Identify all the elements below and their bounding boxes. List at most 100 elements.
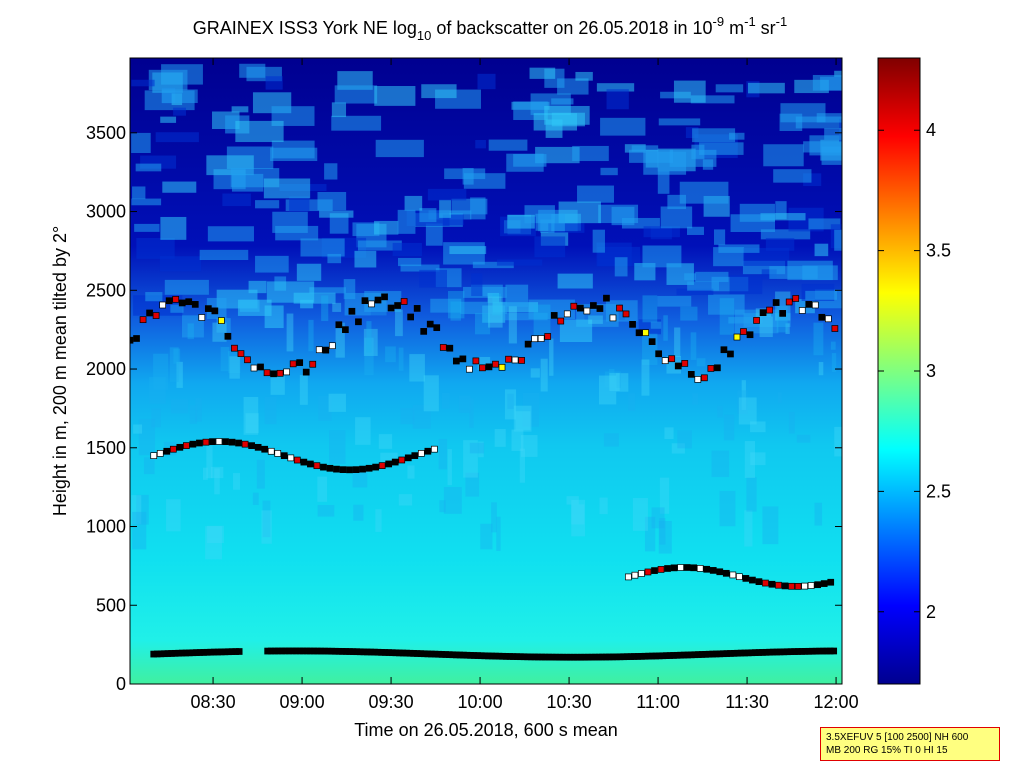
layer-marker bbox=[133, 335, 140, 342]
aerosol-patch bbox=[805, 290, 837, 300]
settings-line-1: 3.5XEFUV 5 [100 2500] NH 600 bbox=[826, 732, 969, 743]
aerosol-patch bbox=[824, 127, 842, 140]
layer-marker bbox=[707, 365, 715, 372]
aerosol-patch bbox=[475, 139, 486, 149]
aerosol-patch bbox=[677, 430, 692, 449]
aerosol-patch bbox=[557, 273, 593, 289]
layer-marker bbox=[485, 363, 493, 371]
aerosol-patch bbox=[207, 525, 224, 544]
aerosol-patch bbox=[231, 106, 249, 113]
aerosol-patch bbox=[328, 393, 346, 412]
layer-marker bbox=[768, 580, 776, 588]
aerosol-patch bbox=[831, 353, 837, 373]
layer-marker bbox=[326, 464, 334, 472]
layer-marker bbox=[150, 452, 158, 459]
layer-marker bbox=[498, 363, 506, 371]
aerosol-patch bbox=[286, 313, 294, 352]
aerosol-patch bbox=[378, 434, 393, 449]
aerosol-patch bbox=[651, 507, 665, 529]
aerosol-patch bbox=[352, 468, 368, 488]
aerosol-patch bbox=[319, 210, 354, 218]
aerosol-patch bbox=[335, 322, 345, 358]
aerosol-patch bbox=[699, 142, 744, 155]
aerosol-patch bbox=[515, 411, 531, 430]
aerosol-patch bbox=[264, 305, 284, 329]
aerosol-patch bbox=[558, 201, 601, 224]
aerosol-patch bbox=[354, 250, 377, 268]
aerosol-patch bbox=[658, 118, 701, 126]
aerosol-patch bbox=[271, 140, 315, 159]
aerosol-patch bbox=[540, 358, 548, 392]
layer-marker bbox=[830, 647, 838, 655]
aerosol-patch bbox=[717, 405, 723, 418]
layer-marker bbox=[189, 440, 197, 448]
layer-marker bbox=[352, 466, 360, 473]
aerosol-patch bbox=[337, 71, 373, 90]
aerosol-patch bbox=[355, 417, 371, 445]
layer-marker bbox=[270, 370, 277, 378]
aerosol-patch bbox=[329, 213, 349, 234]
aerosol-patch bbox=[256, 459, 265, 489]
aerosol-patch bbox=[566, 496, 579, 505]
layer-marker bbox=[178, 299, 186, 307]
layer-marker bbox=[722, 569, 730, 577]
aerosol-patch bbox=[571, 499, 586, 537]
aerosol-patch bbox=[400, 407, 415, 425]
aerosol-patch bbox=[233, 473, 241, 490]
aerosol-patch bbox=[488, 296, 503, 328]
layer-marker bbox=[576, 304, 584, 312]
layer-marker bbox=[411, 452, 419, 459]
aerosol-patch bbox=[132, 186, 146, 200]
layer-marker bbox=[631, 571, 639, 579]
aerosol-patch bbox=[151, 408, 161, 428]
aerosol-patch bbox=[642, 295, 658, 323]
layer-marker bbox=[309, 360, 317, 368]
aerosol-patch bbox=[496, 516, 501, 551]
layer-marker bbox=[505, 355, 512, 363]
aerosol-patch bbox=[660, 206, 693, 229]
layer-marker bbox=[622, 310, 630, 318]
aerosol-patch bbox=[134, 223, 160, 232]
aerosol-patch bbox=[261, 510, 272, 544]
aerosol-patch bbox=[332, 302, 342, 312]
settings-box: 3.5XEFUV 5 [100 2500] NH 600 MB 200 RG 1… bbox=[820, 727, 1000, 761]
layer-marker bbox=[335, 321, 343, 329]
layer-marker bbox=[716, 568, 724, 576]
layer-marker bbox=[387, 304, 395, 312]
layer-marker bbox=[333, 465, 340, 473]
layer-marker bbox=[690, 564, 698, 572]
layer-marker bbox=[204, 305, 212, 312]
layer-marker bbox=[381, 293, 388, 301]
aerosol-patch bbox=[162, 181, 197, 193]
aerosol-patch bbox=[760, 213, 806, 221]
layer-marker bbox=[742, 575, 750, 582]
aerosol-patch bbox=[615, 373, 629, 392]
layer-marker bbox=[788, 582, 795, 590]
aerosol-patch bbox=[293, 292, 336, 304]
layer-marker bbox=[670, 564, 678, 572]
x-tick-label: 10:00 bbox=[458, 692, 503, 712]
aerosol-patch bbox=[205, 526, 222, 560]
layer-marker bbox=[361, 297, 369, 305]
aerosol-patch bbox=[588, 315, 603, 324]
aerosol-patch bbox=[187, 323, 194, 340]
layer-markers bbox=[130, 293, 839, 661]
layer-marker bbox=[196, 439, 203, 447]
aerosol-patch bbox=[741, 380, 746, 410]
layer-marker bbox=[727, 350, 734, 358]
aerosol-patch bbox=[443, 486, 462, 514]
aerosol-patch bbox=[577, 185, 614, 203]
aerosol-patch bbox=[513, 154, 547, 167]
layer-marker bbox=[759, 309, 767, 317]
layer-marker bbox=[740, 328, 747, 335]
aerosol-patch bbox=[812, 74, 842, 91]
aerosol-patch bbox=[667, 194, 687, 210]
aerosol-patch bbox=[266, 281, 315, 303]
aerosol-patch bbox=[765, 237, 795, 251]
aerosol-patch bbox=[264, 396, 277, 425]
aerosol-patch bbox=[679, 181, 729, 204]
layer-marker bbox=[287, 454, 295, 462]
aerosol-patch bbox=[785, 323, 790, 334]
layer-marker bbox=[749, 576, 756, 584]
aerosol-patch bbox=[609, 373, 620, 392]
